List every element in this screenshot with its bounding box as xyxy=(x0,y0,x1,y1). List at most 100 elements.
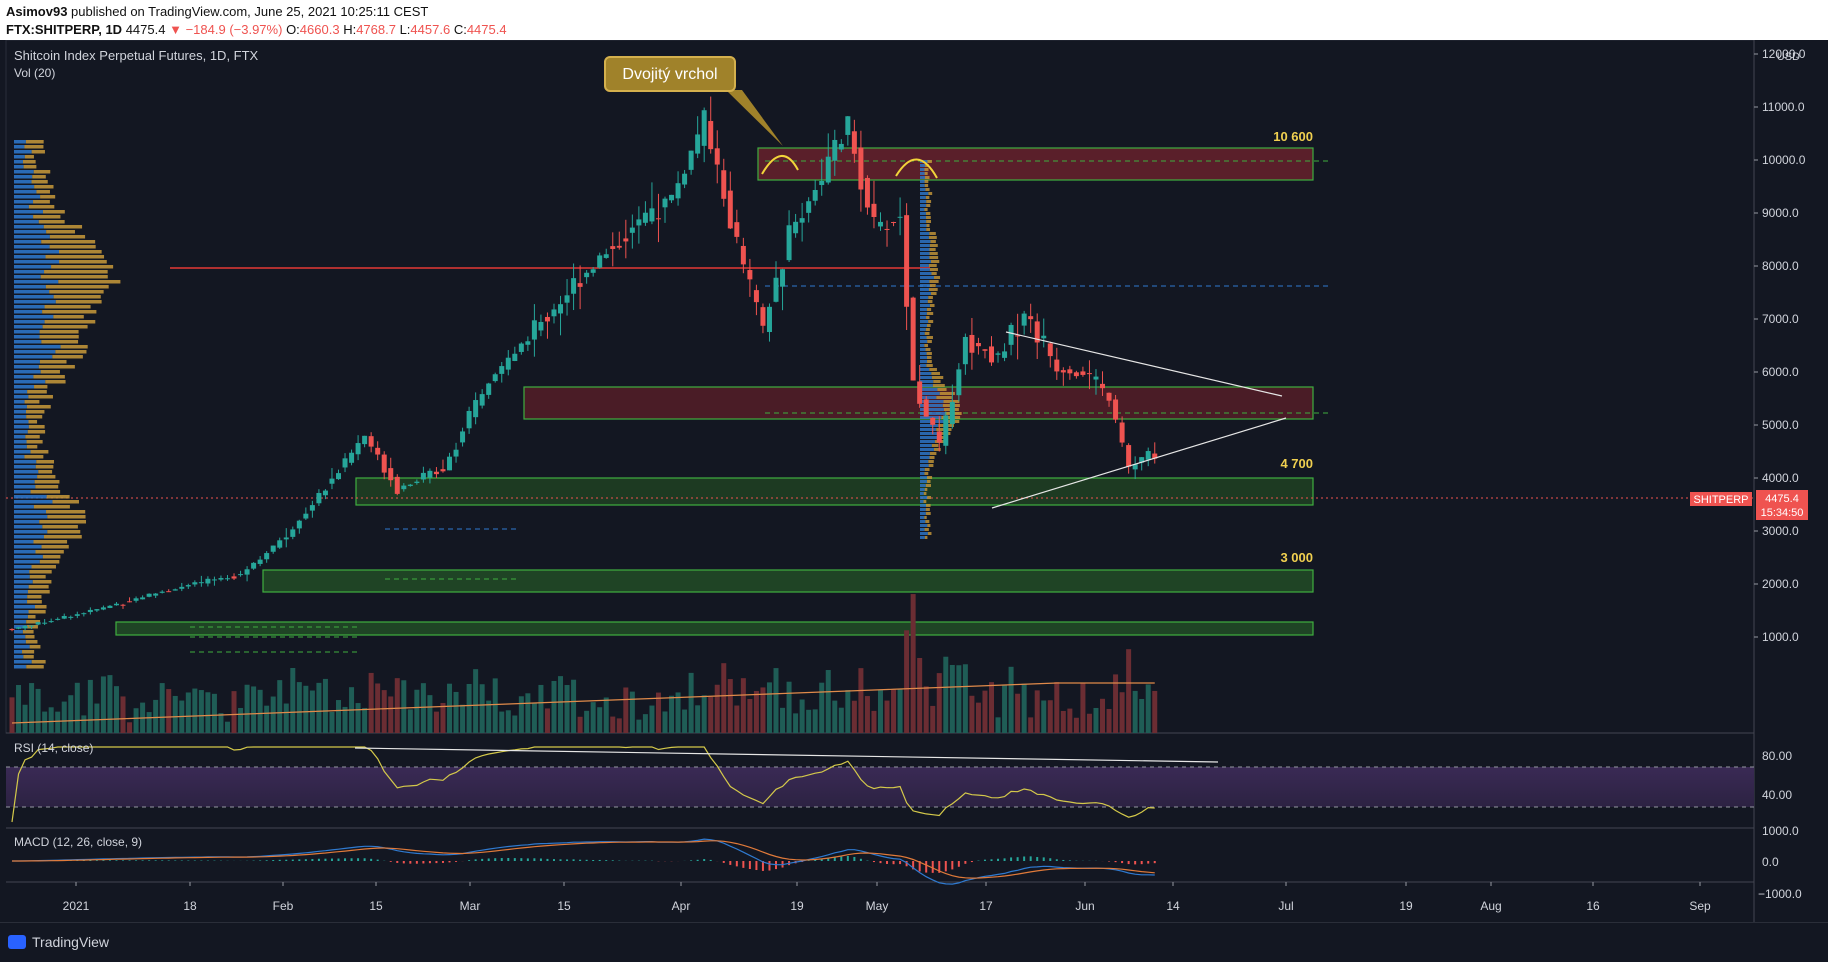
price-tick-label: 3000.0 xyxy=(1762,524,1799,538)
vp-right-sell xyxy=(925,468,930,471)
macd-hist-bar xyxy=(1030,856,1032,861)
volume-bar xyxy=(121,696,126,733)
macd-hist-bar xyxy=(1069,860,1071,861)
macd-hist-bar xyxy=(292,860,294,861)
vp-right-buy xyxy=(920,196,926,199)
volume-bar xyxy=(29,683,34,733)
macd-hist-bar xyxy=(155,860,157,861)
macd-hist-bar xyxy=(102,860,104,861)
vp-left-sell xyxy=(26,640,38,644)
vp-left-sell xyxy=(36,460,54,464)
vp-left-buy xyxy=(14,615,28,619)
volume-bar xyxy=(512,715,517,733)
volume-bar xyxy=(623,687,628,733)
macd-hist-bar xyxy=(488,858,490,861)
vp-right-sell xyxy=(927,352,932,355)
candle-body xyxy=(760,307,765,326)
volume-bar xyxy=(199,690,204,733)
macd-hist-bar xyxy=(435,861,437,863)
symbol-label: FTX:SHITPERP, 1D xyxy=(6,22,122,37)
vp-left-sell xyxy=(27,600,42,604)
macd-hist-bar xyxy=(429,861,431,863)
volume-bar xyxy=(911,594,916,733)
tradingview-logo[interactable]: TradingView xyxy=(8,934,109,950)
vp-left-sell xyxy=(46,230,75,234)
volume-bar xyxy=(1152,691,1157,733)
candle-body xyxy=(29,626,34,627)
candle-body xyxy=(1126,445,1131,467)
vp-right-sell xyxy=(924,168,928,171)
macd-hist-bar xyxy=(520,858,522,861)
macd-hist-bar xyxy=(742,861,744,868)
candle-body xyxy=(806,201,811,213)
vp-right-sell xyxy=(928,320,933,323)
time-tick-label: 19 xyxy=(790,899,804,913)
vp-left-sell xyxy=(33,200,50,204)
vp-left-sell xyxy=(40,330,79,334)
vp-right-buy xyxy=(920,268,930,271)
vol-label: Vol (20) xyxy=(14,66,55,80)
vp-left-sell xyxy=(40,360,67,364)
volume-bar xyxy=(715,685,720,733)
vp-right-buy xyxy=(920,348,926,351)
vp-left-buy xyxy=(14,455,24,459)
volume-bar xyxy=(630,692,635,733)
vp-left-sell xyxy=(26,415,42,419)
vp-left-sell xyxy=(43,210,65,214)
vp-left-buy xyxy=(14,550,35,554)
volume-bar xyxy=(1022,684,1027,733)
vp-left-buy xyxy=(14,185,34,189)
macd-hist-bar xyxy=(879,861,881,863)
vp-left-buy xyxy=(14,230,46,234)
candle-body xyxy=(695,134,700,153)
candle-body xyxy=(1087,373,1092,374)
vp-right-sell xyxy=(926,224,929,227)
macd-hist-bar xyxy=(468,860,470,861)
volume-bar xyxy=(525,693,530,733)
vp-left-buy xyxy=(14,330,40,334)
vp-right-sell xyxy=(927,160,931,163)
volume-bar xyxy=(388,696,393,733)
vp-left-buy xyxy=(14,380,45,384)
macd-hist-bar xyxy=(1121,861,1123,863)
macd-hist-bar xyxy=(409,861,411,864)
vp-right-sell xyxy=(925,520,929,523)
vp-left-buy xyxy=(14,305,45,309)
vp-left-sell xyxy=(40,335,79,339)
candle-body xyxy=(375,448,380,455)
vp-right-buy xyxy=(920,528,925,531)
volume-bar xyxy=(225,722,230,733)
volume-bar xyxy=(578,717,583,733)
vp-left-sell xyxy=(36,465,54,469)
candle-body xyxy=(408,485,413,486)
vp-left-buy xyxy=(14,610,29,614)
author-name[interactable]: Asimov93 xyxy=(6,4,67,19)
price-axis[interactable]: 1000.02000.03000.04000.05000.06000.07000… xyxy=(1754,47,1806,644)
candle-body xyxy=(669,195,674,200)
vp-right-sell xyxy=(925,528,929,531)
vp-right-buy xyxy=(920,340,927,343)
volume-bar xyxy=(1054,682,1059,733)
vp-left-sell xyxy=(27,405,51,409)
macd-hist-bar xyxy=(148,860,150,861)
high-label: H: xyxy=(343,22,356,37)
vp-left-buy xyxy=(14,560,40,564)
macd-hist-bar xyxy=(592,860,594,861)
vp-left-sell xyxy=(32,175,46,179)
volume-bar xyxy=(747,699,752,733)
candle-body xyxy=(205,579,210,584)
volume-bar xyxy=(565,685,570,733)
vp-right-sell xyxy=(929,288,938,291)
volume-bar xyxy=(1041,700,1046,733)
vp-right-sell xyxy=(927,340,932,343)
macd-hist-bar xyxy=(958,861,960,867)
candle-body xyxy=(558,304,563,313)
vp-right-buy xyxy=(920,428,936,431)
vp-right-sell xyxy=(931,292,937,295)
vp-left-sell xyxy=(25,400,40,404)
vp-left-buy xyxy=(14,605,35,609)
volume-bar xyxy=(924,686,929,733)
chart-canvas[interactable]: 10 600 4 700 3 000 Shitcoin Index Perpet… xyxy=(0,40,1828,922)
vp-right-sell xyxy=(926,504,931,507)
